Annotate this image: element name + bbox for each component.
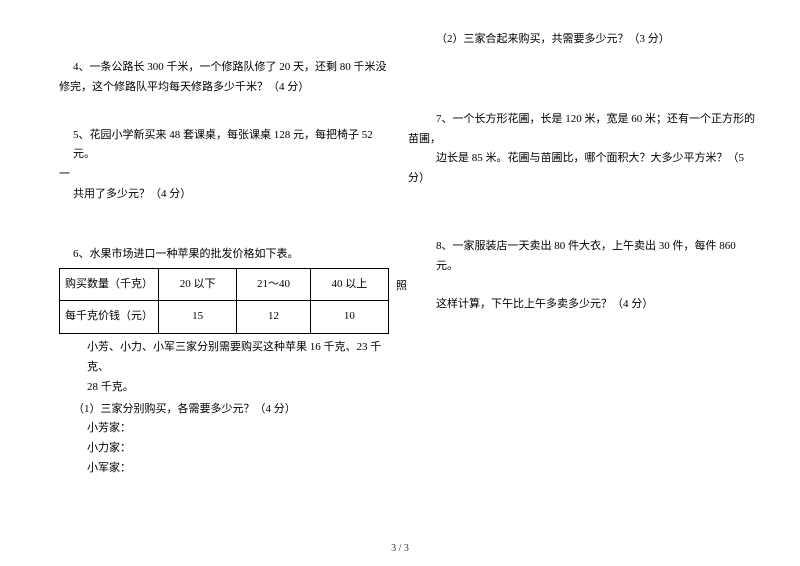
q6-line1: 6、水果市场进口一种苹果的批发价格如下表。 bbox=[45, 245, 392, 265]
th-price: 每千克价钱（元） bbox=[60, 301, 159, 334]
q5-line3: 共用了多少元？（4 分） bbox=[45, 185, 392, 205]
q8-line1: 8、一家服装店一天卖出 80 件大衣，上午卖出 30 件，每件 860 元。 bbox=[408, 237, 755, 277]
question-7: 7、一个长方形花圃，长是 120 米，宽是 60 米；还有一个正方形的 苗圃， … bbox=[408, 110, 755, 189]
td-10: 10 bbox=[310, 301, 388, 334]
q7-line3: 边长是 85 米。花圃与苗圃比，哪个面积大？大多少平方米？（5 bbox=[408, 149, 755, 169]
q4-line1: 4、一条公路长 300 千米，一个修路队修了 20 天，还剩 80 千米没 bbox=[45, 58, 392, 78]
q8-mid: 照 bbox=[396, 277, 407, 297]
q4-line2: 修完，这个修路队平均每天修路多少千米？（4 分） bbox=[45, 78, 392, 98]
q7-line2: 苗圃， bbox=[408, 130, 755, 150]
left-column: 4、一条公路长 300 千米，一个修路队修了 20 天，还剩 80 千米没 修完… bbox=[45, 30, 400, 499]
q6-fang: 小芳家： bbox=[45, 419, 392, 439]
th-qty: 购买数量（千克） bbox=[60, 268, 159, 301]
q6-sub1: （1）三家分别购买，各需要多少元？（4 分） bbox=[45, 400, 392, 420]
q6-line2: 小芳、小力、小军三家分别需要购买这种苹果 16 千克、23 千克、 bbox=[45, 338, 392, 378]
td-15: 15 bbox=[159, 301, 237, 334]
td-12: 12 bbox=[237, 301, 310, 334]
q7-line1: 7、一个长方形花圃，长是 120 米，宽是 60 米；还有一个正方形的 bbox=[408, 110, 755, 130]
q6-sub2: （2）三家合起来购买，共需要多少元？（3 分） bbox=[408, 30, 755, 50]
question-6: 6、水果市场进口一种苹果的批发价格如下表。 购买数量（千克） 20 以下 21～… bbox=[45, 245, 392, 479]
q5-line1: 5、花园小学新买来 48 套课桌，每张课桌 128 元，每把椅子 52 元。 bbox=[45, 126, 392, 166]
q6-li: 小力家： bbox=[45, 439, 392, 459]
q6-line3: 28 千克。 bbox=[45, 378, 392, 398]
question-8: 8、一家服装店一天卖出 80 件大衣，上午卖出 30 件，每件 860 元。 照… bbox=[408, 237, 755, 314]
question-6-sub2: （2）三家合起来购买，共需要多少元？（3 分） bbox=[408, 30, 755, 50]
q6-jun: 小军家： bbox=[45, 459, 392, 479]
question-4: 4、一条公路长 300 千米，一个修路队修了 20 天，还剩 80 千米没 修完… bbox=[45, 58, 392, 98]
question-5: 5、花园小学新买来 48 套课桌，每张课桌 128 元，每把椅子 52 元。 一… bbox=[45, 126, 392, 205]
q5-line2: 一 bbox=[45, 165, 392, 185]
q7-line4: 分） bbox=[408, 169, 755, 189]
q8-line2: 这样计算，下午比上午多卖多少元？（4 分） bbox=[408, 295, 755, 315]
th-20below: 20 以下 bbox=[159, 268, 237, 301]
right-column: （2）三家合起来购买，共需要多少元？（3 分） 7、一个长方形花圃，长是 120… bbox=[400, 30, 755, 499]
th-21-40: 21～40 bbox=[237, 268, 310, 301]
apple-price-table: 购买数量（千克） 20 以下 21～40 40 以上 每千克价钱（元） 15 1… bbox=[59, 268, 389, 335]
page-footer: 3 / 3 bbox=[0, 540, 800, 558]
th-40above: 40 以上 bbox=[310, 268, 388, 301]
